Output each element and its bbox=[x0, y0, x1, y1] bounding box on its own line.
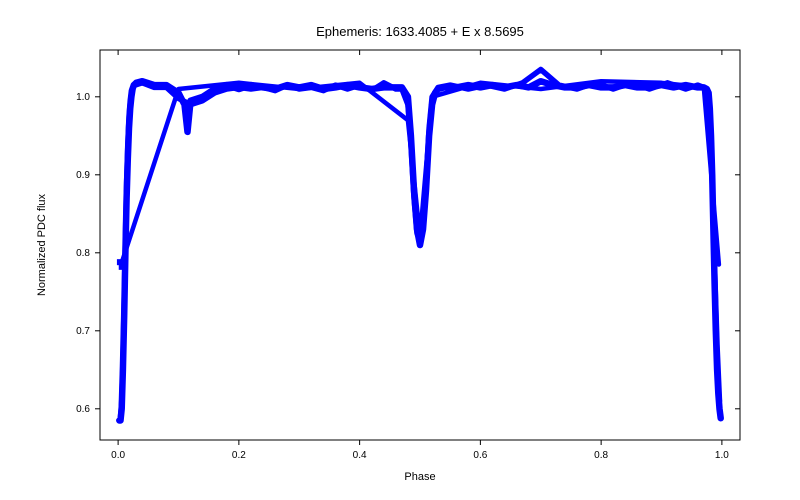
outlier-marker bbox=[119, 264, 125, 270]
x-tick-label: 1.0 bbox=[715, 450, 729, 461]
chart-title: Ephemeris: 1633.4085 + E x 8.5695 bbox=[316, 24, 524, 39]
x-tick-label: 0.6 bbox=[473, 450, 487, 461]
y-tick-label: 0.8 bbox=[76, 248, 90, 259]
y-tick-label: 0.7 bbox=[76, 326, 90, 337]
x-axis-label: Phase bbox=[404, 471, 435, 483]
x-tick-label: 0.4 bbox=[353, 450, 367, 461]
data-series-1 bbox=[119, 81, 720, 420]
y-tick-label: 0.9 bbox=[76, 170, 90, 181]
x-tick-label: 0.0 bbox=[111, 450, 125, 461]
x-tick-label: 0.2 bbox=[232, 450, 246, 461]
y-tick-label: 1.0 bbox=[76, 92, 90, 103]
y-tick-label: 0.6 bbox=[76, 404, 90, 415]
x-tick-label: 0.8 bbox=[594, 450, 608, 461]
light-curve-chart: 0.0 0.2 0.4 0.6 0.8 1.0 0.6 0.7 0.8 0.9 1.0 Ephemer… bbox=[0, 0, 800, 500]
chart-svg: 0.0 0.2 0.4 0.6 0.8 1.0 0.6 0.7 0.8 0.9 1.0 Ephemer… bbox=[0, 0, 800, 500]
y-axis-label: Normalized PDC flux bbox=[36, 193, 48, 296]
